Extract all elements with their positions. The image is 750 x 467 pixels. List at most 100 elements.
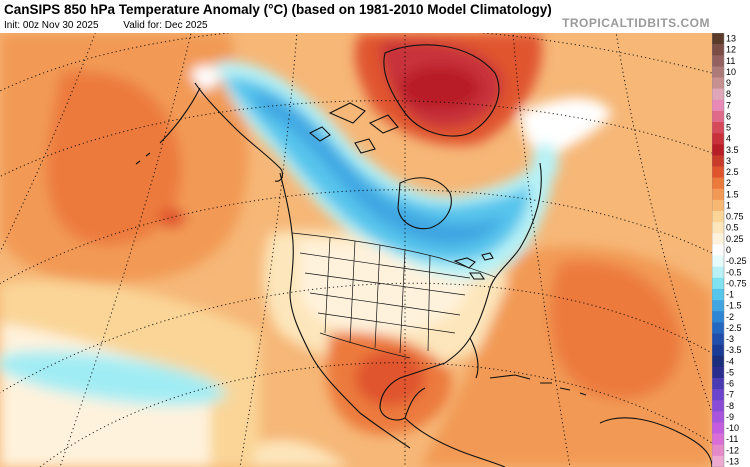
pacific-warm-spot (158, 208, 186, 228)
legend-swatch (712, 311, 724, 323)
political-borders (291, 232, 496, 359)
florida (469, 337, 479, 379)
canada-transition-band (190, 65, 220, 90)
legend-label: 2.5 (726, 167, 739, 177)
legend-label: -8 (726, 401, 734, 411)
legend-swatch (712, 400, 724, 412)
legend-label: 0 (726, 245, 731, 255)
arctic-cool-spot (531, 143, 559, 183)
north-america-east-coast (444, 162, 542, 364)
legend-label: -0.75 (726, 278, 747, 288)
legend-label: 0.75 (726, 212, 744, 222)
legend-border (712, 33, 725, 467)
legend-label: -4 (726, 356, 734, 366)
legend-label: -12 (726, 445, 739, 455)
state-border (299, 252, 471, 334)
latitude-line (0, 282, 712, 394)
legend-label: -3.5 (726, 345, 742, 355)
central-america (404, 417, 506, 467)
hudson-bay (397, 177, 452, 230)
legend-swatch (712, 455, 724, 467)
legend-swatch (712, 144, 724, 156)
legend-swatch (712, 355, 724, 368)
legend-label: 6 (726, 111, 731, 121)
legend-swatch (712, 377, 724, 390)
legend-swatch (712, 411, 724, 423)
legend-label: -6 (726, 379, 734, 389)
legend-label: 2 (726, 178, 731, 188)
legend-swatch (712, 77, 724, 89)
legend-swatch (712, 177, 724, 190)
legend-label: 13 (726, 34, 736, 44)
legend-label: 1.5 (726, 189, 739, 199)
legend-swatch (712, 288, 724, 301)
legend-swatch (712, 277, 724, 290)
legend-label: -11 (726, 434, 738, 444)
legend-swatch (712, 155, 724, 167)
legend-swatch (712, 110, 724, 123)
legend-label: -0.25 (726, 256, 747, 266)
legend-swatch (712, 133, 724, 145)
legend-label: 8 (726, 89, 731, 99)
atlantic-warm-core (550, 261, 682, 400)
legend-swatch (712, 344, 724, 357)
legend-swatch (712, 166, 724, 178)
brand-watermark: TROPICALTIDBITS.COM (562, 16, 710, 30)
valid-time: Valid for: Dec 2025 (123, 20, 208, 31)
gulf-of-mexico-coast (379, 362, 446, 421)
legend-label: -9 (726, 412, 734, 422)
legend-label: 11 (726, 56, 735, 66)
legend-label: -1.5 (726, 301, 742, 311)
legend-swatch (712, 433, 724, 446)
legend-label: 4 (726, 134, 731, 144)
legend-swatch (712, 99, 724, 112)
caribbean-islands (489, 374, 587, 396)
legend-label: -7 (726, 390, 734, 400)
legend-label: 10 (726, 67, 736, 77)
legend-swatch (712, 389, 724, 401)
legend-label: -2.5 (726, 323, 742, 333)
color-scale-legend: 131211109876543.532.521.510.750.50.250-0… (712, 33, 747, 467)
legend-swatch (712, 333, 724, 345)
legend-label: 5 (726, 123, 731, 133)
greenland-warm-peak (400, 66, 480, 110)
legend-label: 12 (726, 45, 736, 55)
chart-title: CanSIPS 850 hPa Temperature Anomaly (°C)… (4, 2, 552, 17)
chart-subtitle: Init: 00z Nov 30 2025 Valid for: Dec 202… (4, 20, 230, 31)
latitude-line (0, 100, 712, 178)
legend-label: -1 (726, 290, 734, 300)
us-canada-border (291, 232, 496, 278)
legend-swatch (712, 222, 724, 234)
latitude-line (0, 189, 712, 285)
legend-label: -0.5 (726, 267, 742, 277)
legend-swatch (712, 366, 724, 379)
legend-swatch (712, 322, 724, 334)
legend-swatch (712, 422, 724, 434)
us-mexico-border (319, 332, 411, 359)
legend-label: 3 (726, 156, 731, 166)
legend-swatch (712, 188, 724, 201)
legend-swatch (712, 266, 724, 279)
coastlines (135, 44, 712, 467)
graticule (0, 33, 712, 467)
legend-swatch (712, 233, 724, 245)
pacific-warm-core (46, 71, 182, 245)
pacific-cool-anomaly-light (0, 347, 229, 409)
legend-swatch (712, 211, 724, 223)
legend-swatch (712, 55, 724, 67)
legend-label: -5 (726, 367, 734, 377)
legend-swatch (712, 88, 724, 101)
legend-swatch (712, 44, 724, 56)
arctic-islands (308, 102, 399, 154)
great-lakes (453, 252, 494, 280)
legend-swatch (712, 199, 724, 212)
anomaly-field (0, 33, 712, 467)
aleutian-islands (135, 87, 201, 165)
alaska-coast (194, 82, 284, 182)
legend-label: 1 (726, 200, 731, 210)
legend-swatch (712, 444, 724, 457)
legend-label: -13 (726, 456, 739, 466)
legend-swatch (712, 122, 724, 134)
north-america-west-coast (279, 172, 411, 449)
legend-swatch (712, 244, 724, 256)
